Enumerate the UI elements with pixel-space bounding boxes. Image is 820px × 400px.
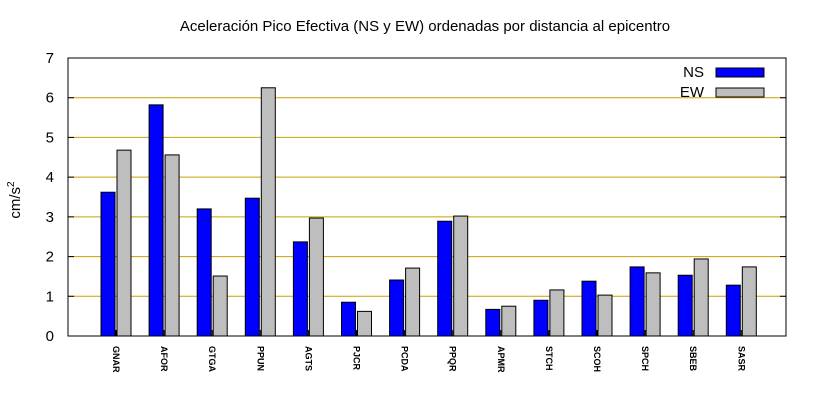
- bar-ew-ppun: [260, 87, 276, 337]
- x-axis-ticks: GNAR AFOR GTGA PPUN AGTS PJCR PCDA PPQR APMR STCH…: [111, 330, 746, 373]
- bar-ns-afor: [148, 104, 164, 337]
- bar-ns-sbeb: [677, 274, 693, 337]
- bars: [100, 87, 757, 337]
- y-axis-label: cm/s2: [6, 181, 24, 219]
- bar-ew-pjcr: [357, 310, 372, 337]
- legend-label-ew: EW: [680, 84, 705, 101]
- x-tick-label: AFOR: [159, 346, 169, 372]
- legend: NS EW: [680, 64, 765, 101]
- bar-ns-sasr: [725, 284, 741, 337]
- bar-ns-apmr: [485, 308, 501, 337]
- x-tick-label: PJCR: [352, 346, 362, 371]
- bar-ew-gtga: [212, 275, 228, 337]
- bar-ew-sasr: [741, 266, 757, 337]
- y-tick-label: 3: [46, 209, 54, 226]
- legend-swatch-ns: [715, 67, 765, 78]
- bar-ns-pjcr: [341, 301, 356, 337]
- y-tick-label: 4: [46, 169, 54, 186]
- x-tick-label: PPQR: [448, 346, 458, 372]
- bar-ew-agts: [308, 217, 324, 337]
- x-tick-label: PPUN: [255, 346, 265, 371]
- x-tick-label: AGTS: [303, 346, 313, 371]
- x-tick-label: GTGA: [207, 346, 217, 372]
- bar-ew-scoh: [597, 294, 613, 337]
- bar-ew-ppqr: [453, 215, 469, 337]
- bar-ns-scoh: [581, 280, 597, 337]
- bar-ns-spch: [629, 266, 645, 337]
- legend-label-ns: NS: [683, 64, 704, 81]
- plot-frame: [67, 57, 787, 337]
- chart-title: Aceleración Pico Efectiva (NS y EW) orde…: [180, 18, 670, 35]
- x-tick-label: SPCH: [640, 346, 650, 371]
- bar-ew-sbeb: [693, 258, 709, 337]
- bar-ew-apmr: [501, 305, 517, 337]
- y-axis-label-unit: cm/s: [7, 187, 24, 219]
- x-tick-label: APMR: [496, 346, 506, 373]
- bar-ns-gtga: [196, 208, 212, 337]
- y-tick-label: 1: [46, 288, 54, 305]
- x-tick-label: GNAR: [111, 346, 121, 373]
- bar-ew-stch: [549, 289, 565, 337]
- x-tick-label: SBEB: [688, 346, 698, 372]
- bar-ns-stch: [533, 299, 549, 337]
- x-tick-label: SCOH: [592, 346, 602, 372]
- y-tick-label: 5: [46, 129, 54, 146]
- y-tick-label: 7: [46, 50, 54, 67]
- bar-ns-gnar: [100, 191, 116, 337]
- bar-ns-pcda: [389, 279, 405, 337]
- bar-ew-pcda: [405, 267, 421, 337]
- bar-ew-afor: [164, 154, 180, 337]
- y-axis-label-exponent: 2: [6, 181, 17, 187]
- y-tick-label: 0: [46, 328, 54, 345]
- x-tick-label: PCDA: [400, 346, 410, 372]
- x-tick-label: SASR: [736, 346, 746, 372]
- grid-lines: [68, 97, 786, 297]
- bar-ew-gnar: [116, 149, 132, 337]
- y-tick-label: 6: [46, 90, 54, 107]
- bar-ew-spch: [645, 272, 661, 337]
- legend-swatch-ew: [715, 87, 765, 98]
- bar-ns-ppun: [244, 197, 260, 337]
- x-tick-label: STCH: [544, 346, 554, 371]
- bar-ns-agts: [292, 241, 308, 337]
- bar-ns-ppqr: [437, 220, 453, 337]
- y-tick-label: 2: [46, 249, 54, 266]
